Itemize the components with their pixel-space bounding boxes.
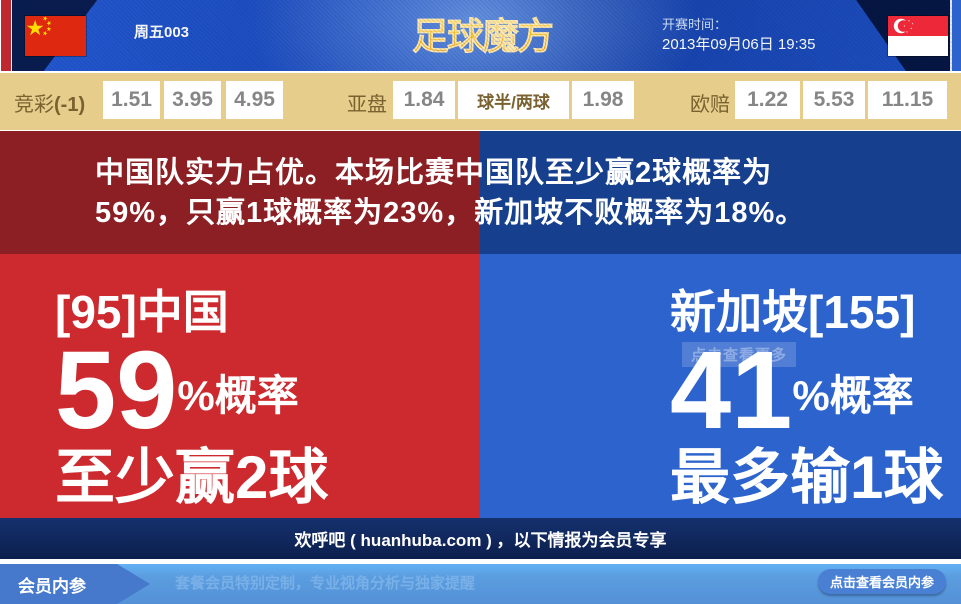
- svg-text:足球魔方: 足球魔方: [412, 16, 553, 57]
